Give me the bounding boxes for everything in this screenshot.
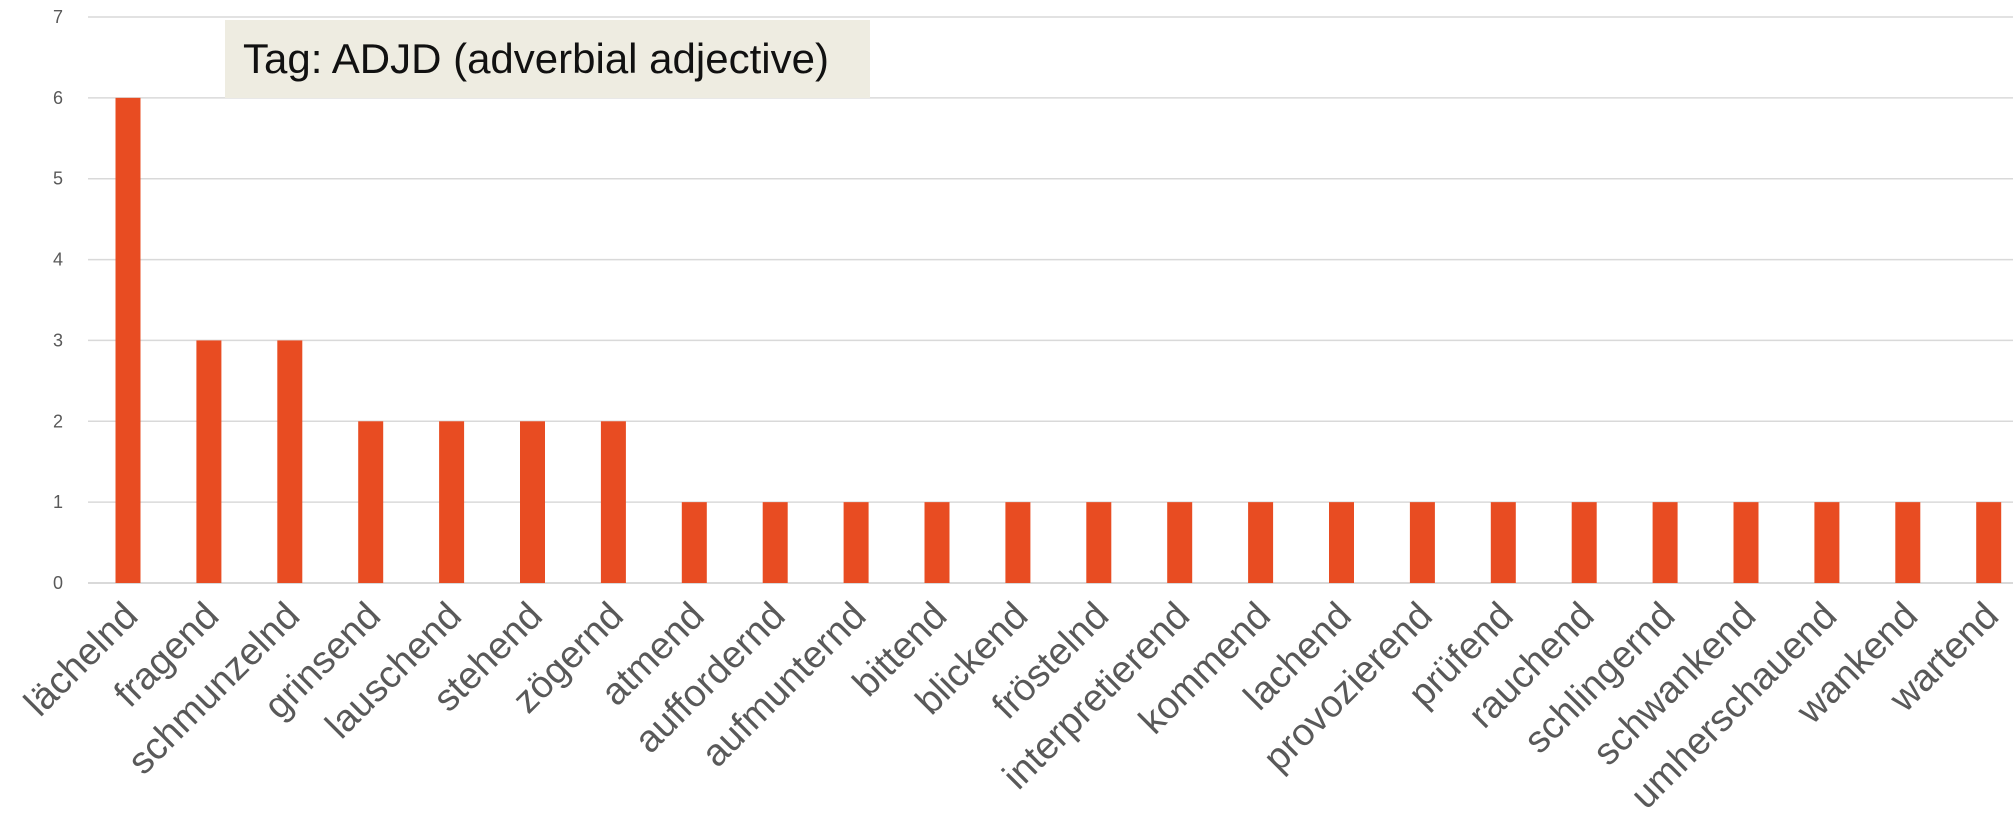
bar (358, 421, 384, 583)
bar (843, 502, 869, 583)
y-tick-label: 7 (53, 7, 63, 27)
bar (1409, 502, 1435, 583)
bar (439, 421, 465, 583)
annotation-box: Tag: ADJD (adverbial adjective) (225, 20, 870, 98)
bar (277, 340, 303, 583)
annotation-label: Tag: ADJD (adverbial adjective) (243, 35, 829, 82)
bar (1814, 502, 1840, 583)
bar (681, 502, 707, 583)
bar (1248, 502, 1274, 583)
bars (115, 97, 2002, 583)
bar (1652, 502, 1678, 583)
y-tick-label: 3 (53, 330, 63, 350)
bar (1086, 502, 1112, 583)
bar (1976, 502, 2002, 583)
y-tick-label: 6 (53, 88, 63, 108)
bar (1167, 502, 1193, 583)
bar (520, 421, 545, 583)
bar (762, 502, 788, 583)
bar (1571, 502, 1597, 583)
y-tick-label: 2 (53, 411, 63, 431)
bar (1895, 502, 1921, 583)
bar (1733, 502, 1759, 583)
bar (115, 97, 141, 583)
y-tick-label: 1 (53, 492, 63, 512)
bar (1329, 502, 1354, 583)
y-tick-label: 4 (53, 250, 63, 270)
bar (1490, 502, 1516, 583)
bar (1005, 502, 1031, 583)
x-axis-ticks: lächelndfragendschmunzelndgrinsendlausch… (17, 595, 2007, 817)
bar (924, 502, 950, 583)
bar (196, 340, 222, 583)
y-tick-label: 0 (53, 573, 63, 593)
y-axis-ticks: 0 1 2 3 4 5 6 7 (53, 7, 63, 593)
y-tick-label: 5 (53, 169, 63, 189)
bar (600, 421, 626, 583)
